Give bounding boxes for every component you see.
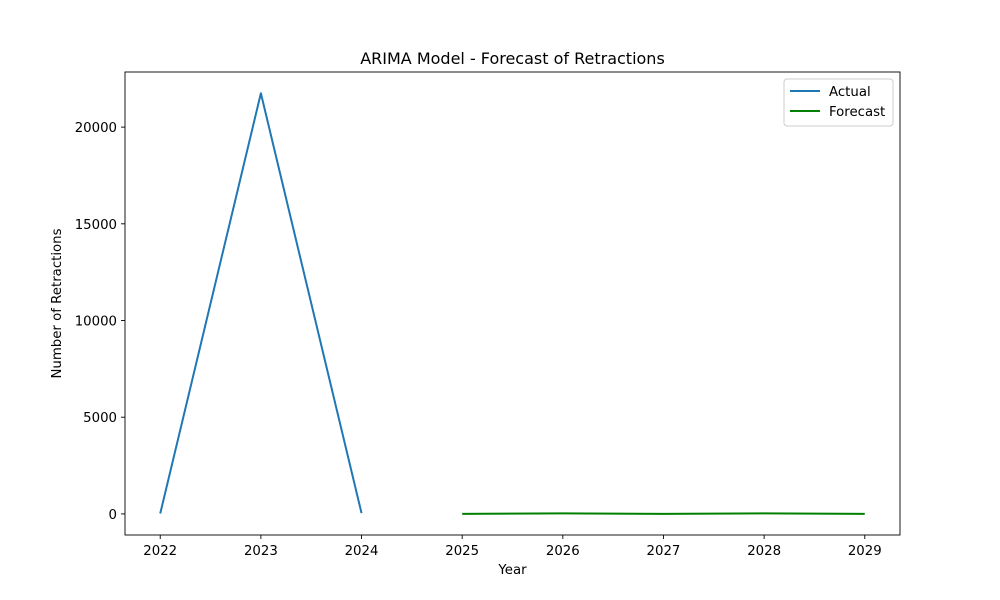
y-axis-ticks: 0 5000 10000 15000 20000 <box>75 121 125 523</box>
legend-label-actual: Actual <box>829 85 871 100</box>
data-point-actual-2023 <box>258 90 264 96</box>
data-point-forecast-2025 <box>459 511 465 517</box>
data-point-actual-2022 <box>157 511 163 517</box>
x-tick-label-2027: 2027 <box>647 544 681 559</box>
data-point-forecast-2029 <box>862 511 868 517</box>
y-tick-label-0: 0 <box>109 508 117 523</box>
y-tick-label-5000: 5000 <box>83 411 117 426</box>
y-tick-label-20000: 20000 <box>75 121 117 136</box>
x-axis-ticks: 2022 2023 2024 2025 2026 2027 2028 2029 <box>143 535 882 559</box>
data-point-forecast-2026 <box>560 510 566 516</box>
data-point-forecast-2027 <box>660 511 666 517</box>
series-layer <box>157 90 868 517</box>
legend: Actual Forecast <box>783 78 894 127</box>
x-axis-label: Year <box>497 563 527 578</box>
x-tick-label-2028: 2028 <box>747 544 781 559</box>
y-tick-label-15000: 15000 <box>75 218 117 233</box>
data-point-actual-2024 <box>359 510 365 516</box>
x-tick-label-2026: 2026 <box>546 544 580 559</box>
x-tick-label-2022: 2022 <box>143 544 177 559</box>
data-point-forecast-2028 <box>761 510 767 516</box>
x-tick-label-2025: 2025 <box>445 544 479 559</box>
plot-frame <box>124 71 901 536</box>
legend-label-forecast: Forecast <box>829 105 885 120</box>
y-tick-label-10000: 10000 <box>75 315 117 330</box>
plot-area <box>125 72 900 535</box>
series-line-forecast <box>462 512 865 515</box>
x-tick-label-2024: 2024 <box>345 544 379 559</box>
series-line-actual <box>159 92 363 514</box>
y-axis-label: Number of Retractions <box>50 228 65 378</box>
x-tick-label-2023: 2023 <box>244 544 278 559</box>
x-tick-label-2029: 2029 <box>848 544 882 559</box>
chart-title: ARIMA Model - Forecast of Retractions <box>360 49 665 68</box>
